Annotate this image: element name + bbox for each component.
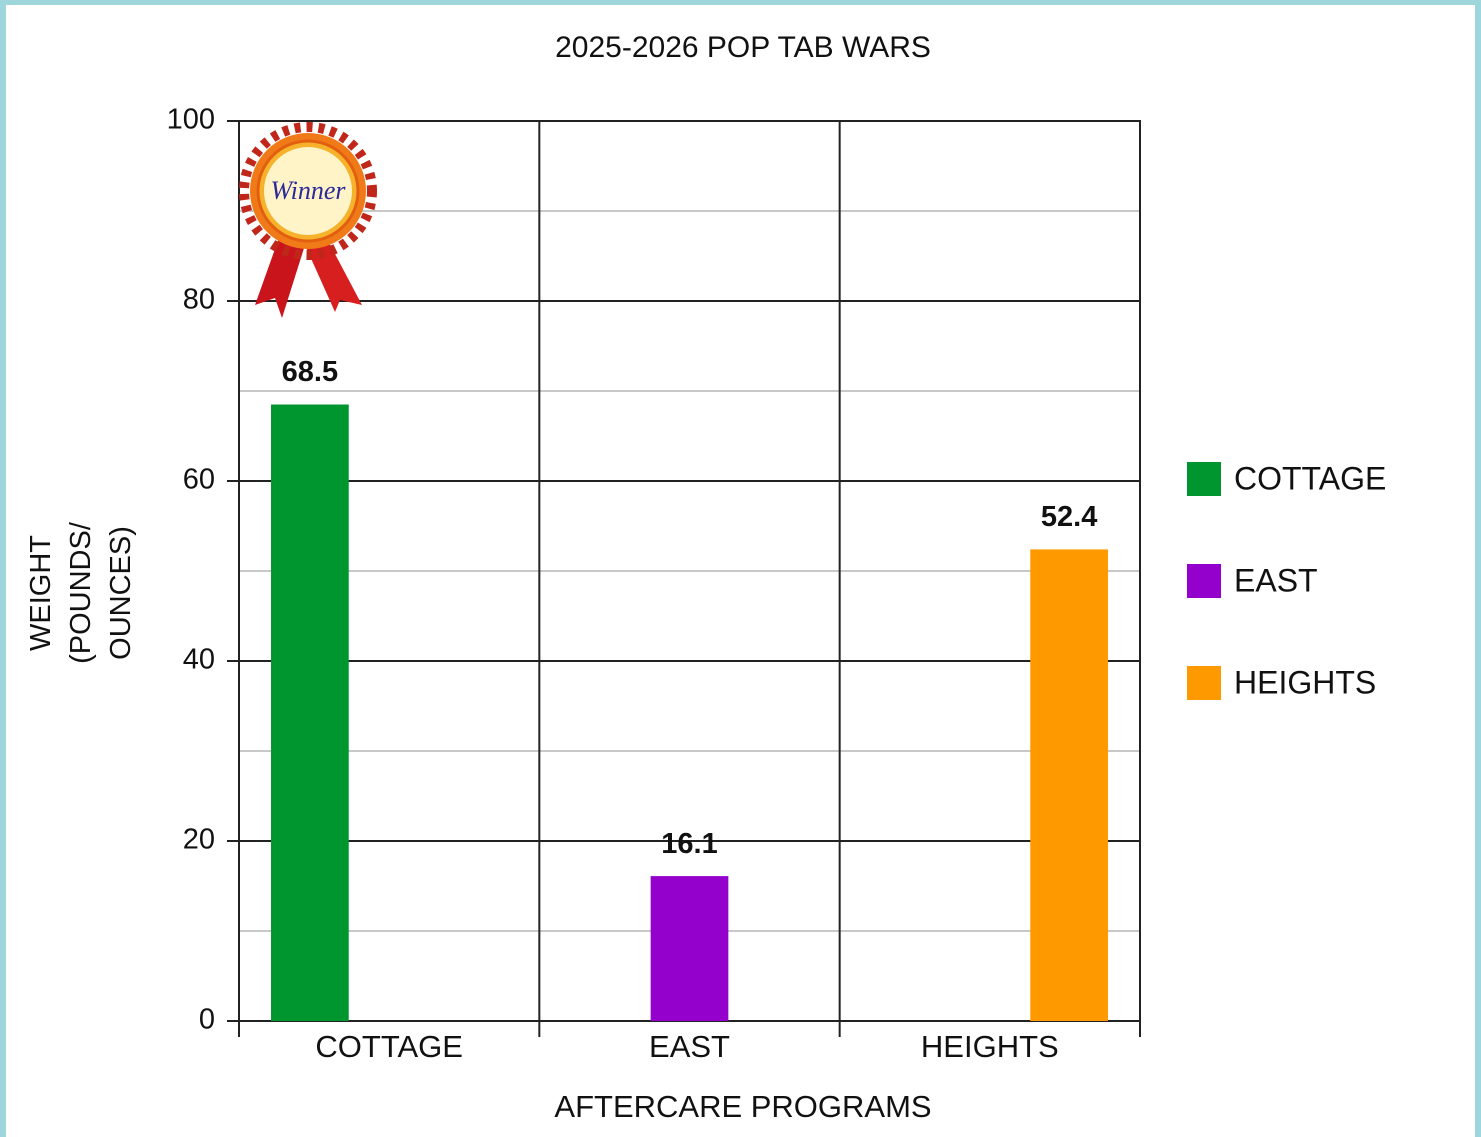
data-label: 68.5: [282, 356, 338, 388]
x-tick-label: HEIGHTS: [921, 1029, 1059, 1064]
y-tick-label: 0: [199, 1004, 215, 1036]
y-axis-title: WEIGHT(POUNDS/OUNCES): [25, 521, 137, 664]
legend-swatch: [1187, 666, 1221, 700]
bar: [651, 876, 729, 1021]
data-label: 16.1: [661, 828, 717, 860]
x-tick-label: COTTAGE: [315, 1029, 463, 1064]
legend-label: HEIGHTS: [1234, 664, 1376, 700]
y-tick-label: 100: [167, 104, 215, 136]
y-tick-label: 20: [183, 824, 215, 856]
legend-label: COTTAGE: [1234, 460, 1386, 496]
chart: 2025-2026 POP TAB WARS AFTERCARE PROGRAM…: [0, 0, 1481, 1137]
y-tick-label: 80: [183, 284, 215, 316]
legend-label: EAST: [1234, 562, 1318, 598]
chart-title: 2025-2026 POP TAB WARS: [555, 31, 931, 64]
annotation: Winner: [270, 176, 346, 205]
bar: [1030, 549, 1108, 1021]
legend-swatch: [1187, 564, 1221, 598]
x-axis-title: AFTERCARE PROGRAMS: [554, 1089, 931, 1124]
legend-swatch: [1187, 462, 1221, 496]
x-tick-label: EAST: [649, 1029, 730, 1064]
y-tick-label: 40: [183, 644, 215, 676]
data-label: 52.4: [1041, 501, 1097, 533]
bar: [271, 405, 349, 1022]
y-tick-label: 60: [183, 464, 215, 496]
